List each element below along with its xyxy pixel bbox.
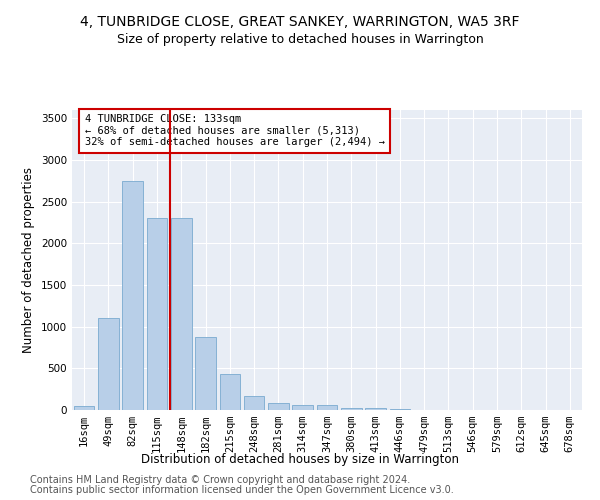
Text: Distribution of detached houses by size in Warrington: Distribution of detached houses by size … [141,452,459,466]
Text: Size of property relative to detached houses in Warrington: Size of property relative to detached ho… [116,32,484,46]
Text: Contains public sector information licensed under the Open Government Licence v3: Contains public sector information licen… [30,485,454,495]
Bar [146,218,167,410]
Y-axis label: Number of detached properties: Number of detached properties [22,167,35,353]
Bar [317,406,337,410]
Bar [292,405,313,410]
Bar [220,374,240,410]
Bar [195,336,216,410]
Bar [268,402,289,410]
Bar [171,218,191,410]
Text: 4 TUNBRIDGE CLOSE: 133sqm
← 68% of detached houses are smaller (5,313)
32% of se: 4 TUNBRIDGE CLOSE: 133sqm ← 68% of detac… [85,114,385,148]
Bar [365,408,386,410]
Bar [341,408,362,410]
Bar [98,318,119,410]
Text: Contains HM Land Registry data © Crown copyright and database right 2024.: Contains HM Land Registry data © Crown c… [30,475,410,485]
Bar [74,406,94,410]
Text: 4, TUNBRIDGE CLOSE, GREAT SANKEY, WARRINGTON, WA5 3RF: 4, TUNBRIDGE CLOSE, GREAT SANKEY, WARRIN… [80,15,520,29]
Bar [122,181,143,410]
Bar [389,409,410,410]
Bar [244,396,265,410]
